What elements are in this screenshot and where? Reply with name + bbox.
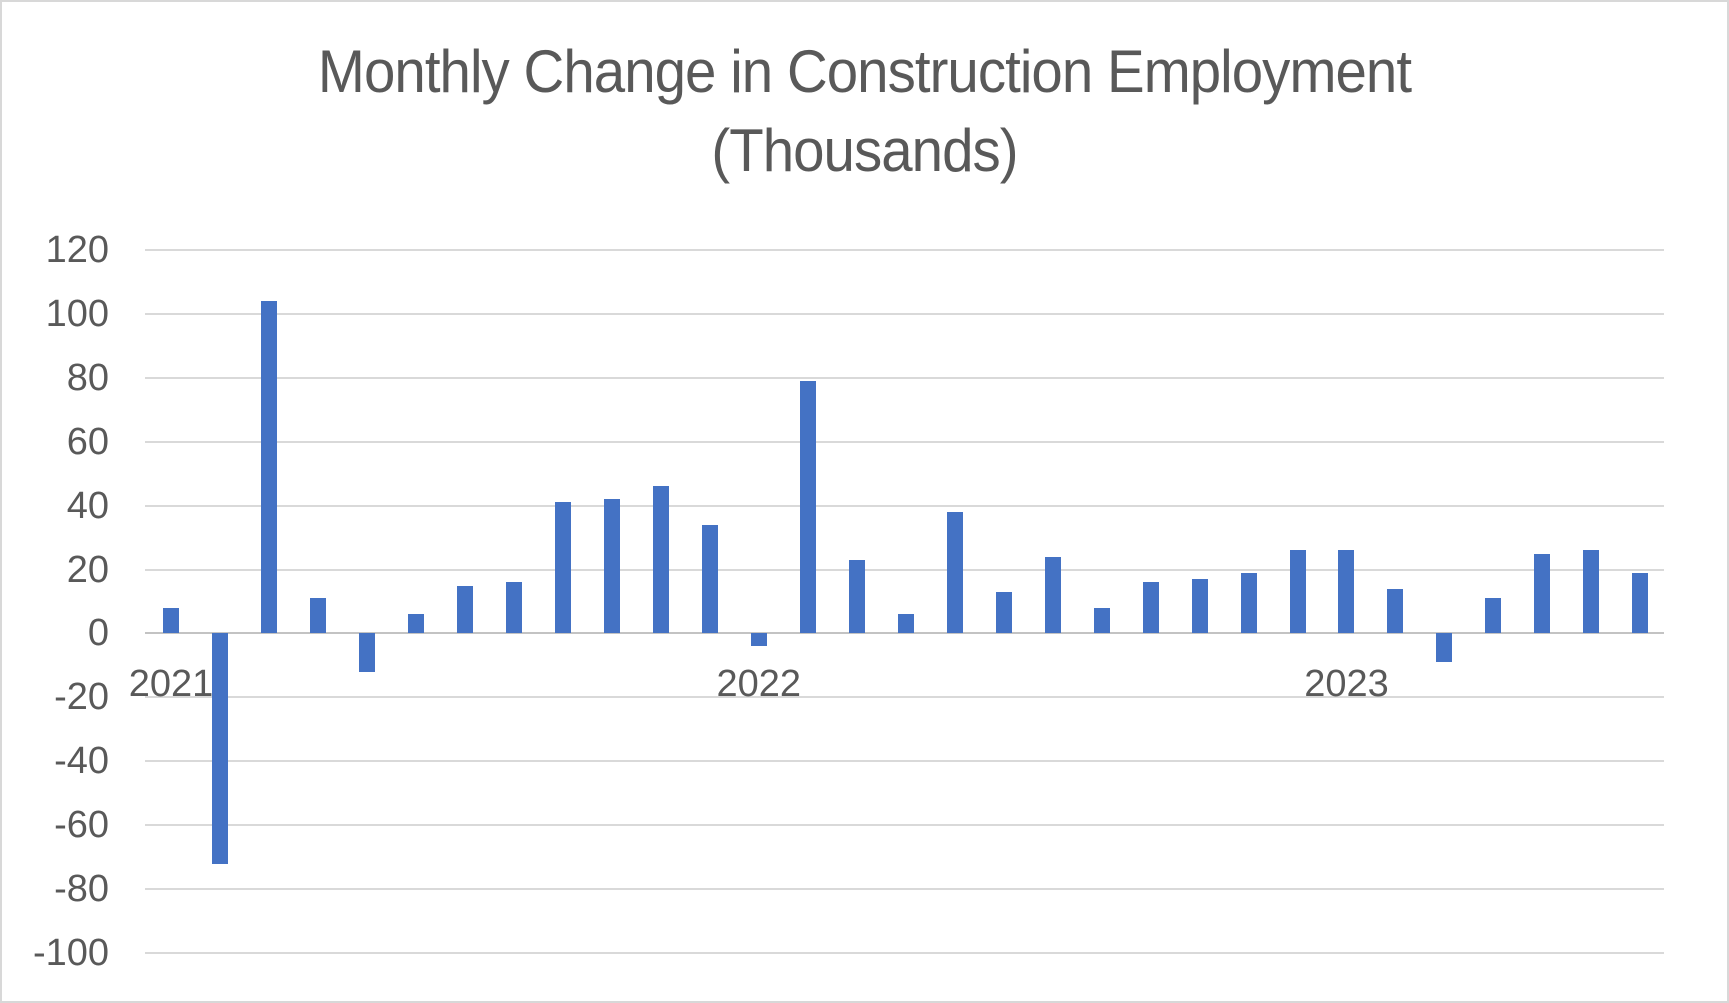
bar-2021-01 bbox=[163, 607, 179, 634]
bar-2023-05 bbox=[1534, 553, 1550, 634]
bar-2022-05 bbox=[947, 512, 963, 634]
y-axis-tick-label: 120 bbox=[45, 229, 109, 271]
bar-2021-10 bbox=[604, 499, 620, 634]
y-axis-tick-label: -20 bbox=[54, 676, 109, 719]
y-axis-tick-label: 80 bbox=[66, 356, 109, 399]
bar-2021-06 bbox=[408, 614, 424, 634]
bar-2022-11 bbox=[1241, 572, 1257, 634]
y-axis-tick-label: 20 bbox=[66, 548, 109, 591]
bar-2022-09 bbox=[1143, 582, 1159, 634]
bar-2021-03 bbox=[261, 301, 277, 634]
bar-2021-05 bbox=[359, 633, 375, 672]
bar-2022-06 bbox=[996, 591, 1012, 634]
gridline bbox=[145, 952, 1664, 954]
gridline bbox=[145, 376, 1664, 379]
bar-2021-02 bbox=[212, 633, 228, 864]
x-axis-tick-label-2022: 2022 bbox=[716, 663, 801, 705]
gridline bbox=[145, 249, 1664, 251]
chart-title-line2: (Thousands) bbox=[711, 117, 1018, 184]
gridline bbox=[145, 696, 1664, 699]
gridline bbox=[145, 568, 1664, 571]
y-axis-tick-label: -100 bbox=[32, 932, 109, 974]
gridline bbox=[145, 888, 1664, 891]
bar-2023-06 bbox=[1583, 550, 1599, 634]
y-axis-tick-label: -60 bbox=[54, 804, 109, 847]
bar-2021-11 bbox=[653, 486, 669, 634]
bar-2022-07 bbox=[1045, 556, 1061, 634]
y-axis-tick-label: 0 bbox=[87, 612, 109, 655]
bar-2023-07 bbox=[1632, 572, 1648, 634]
chart-title-line1: Monthly Change in Construction Employmen… bbox=[317, 38, 1412, 105]
chart-title: Monthly Change in Construction Employmen… bbox=[54, 32, 1676, 190]
bar-2022-12 bbox=[1290, 550, 1306, 634]
bar-2021-08 bbox=[506, 582, 522, 634]
x-axis-tick-label-2021: 2021 bbox=[128, 663, 214, 705]
y-axis-tick-label: -80 bbox=[54, 868, 109, 911]
bar-2023-01 bbox=[1338, 550, 1354, 634]
gridline bbox=[145, 824, 1664, 827]
gridline bbox=[145, 760, 1664, 763]
bar-2021-12 bbox=[702, 524, 718, 634]
gridline bbox=[145, 440, 1664, 443]
bar-2022-03 bbox=[849, 559, 865, 634]
bar-2022-02 bbox=[800, 381, 816, 634]
gridline bbox=[145, 504, 1664, 507]
bar-2022-01 bbox=[751, 633, 767, 647]
bar-2021-04 bbox=[310, 598, 326, 634]
bar-2022-08 bbox=[1094, 607, 1110, 634]
gridline bbox=[145, 312, 1664, 315]
x-axis-line bbox=[145, 632, 1664, 635]
y-axis-tick-label: 60 bbox=[66, 420, 109, 463]
y-axis-tick-label: 40 bbox=[66, 484, 109, 527]
bar-2023-03 bbox=[1436, 633, 1452, 663]
bar-2023-02 bbox=[1387, 588, 1403, 634]
bar-2022-04 bbox=[898, 614, 914, 634]
x-axis-tick-label-2023: 2023 bbox=[1304, 663, 1389, 705]
bar-2021-07 bbox=[457, 585, 473, 634]
y-axis-tick-label: -40 bbox=[54, 740, 109, 783]
y-axis-tick-label: 100 bbox=[45, 292, 109, 335]
bar-2021-09 bbox=[555, 502, 571, 634]
bar-2023-04 bbox=[1485, 598, 1501, 634]
bar-2022-10 bbox=[1192, 579, 1208, 634]
